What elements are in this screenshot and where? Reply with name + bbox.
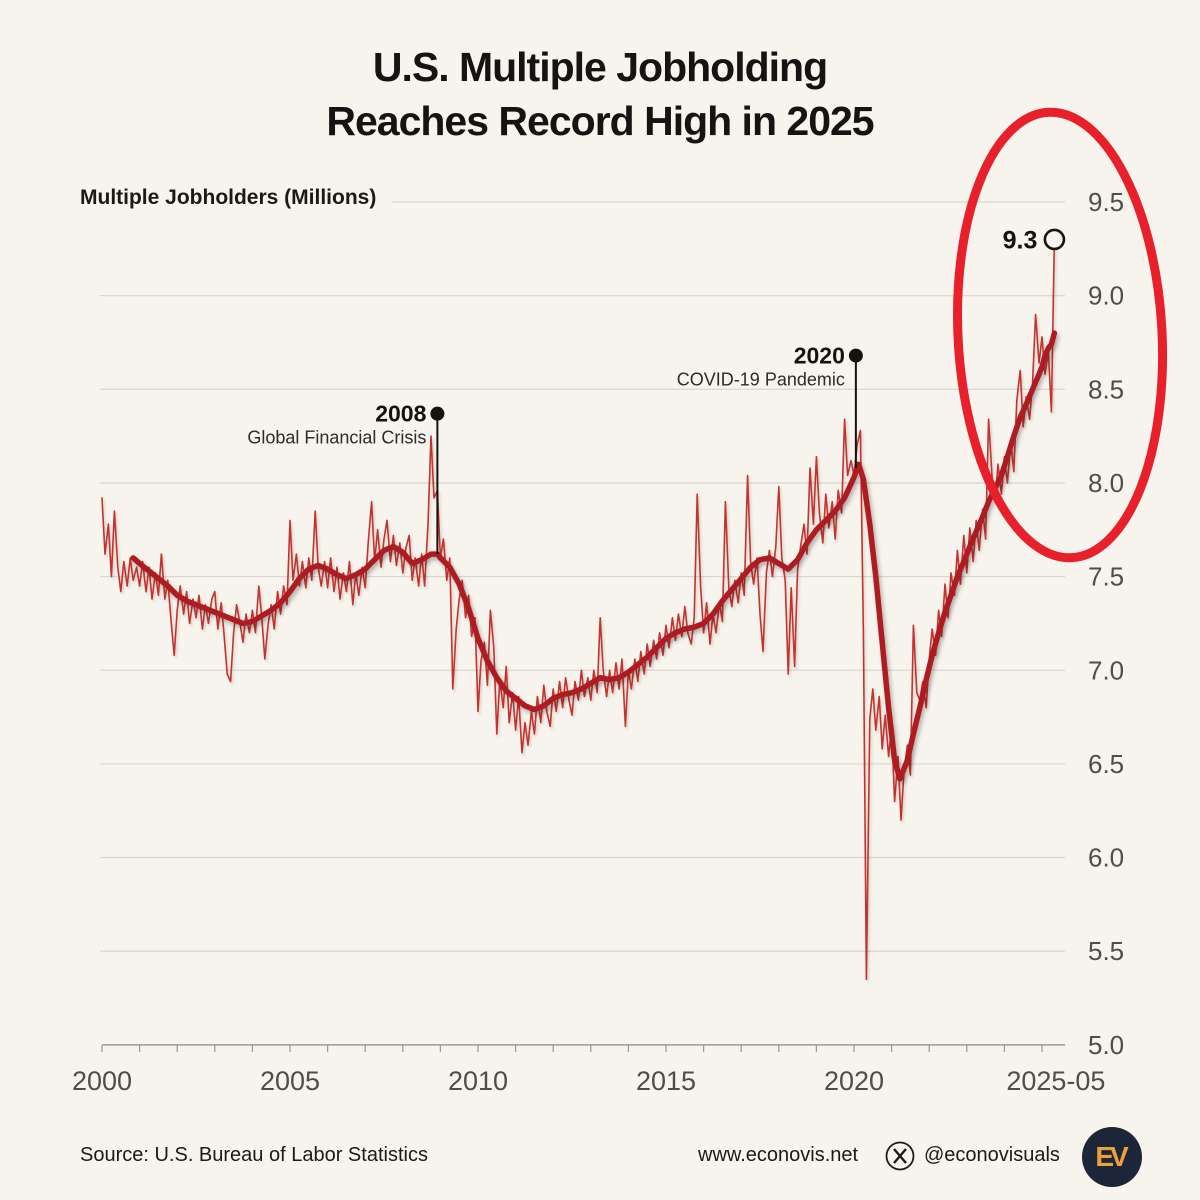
- x-tick-label: 2010: [448, 1066, 508, 1096]
- y-tick-label: 9.5: [1088, 187, 1124, 217]
- annotation-year-label: 2008: [375, 401, 426, 427]
- x-tick-label: 2020: [824, 1066, 884, 1096]
- y-tick-label: 7.0: [1088, 655, 1124, 685]
- y-tick-label: 8.5: [1088, 374, 1124, 404]
- monthly-series-path: [101, 238, 1056, 981]
- annotation-text-label: COVID-19 Pandemic: [677, 370, 845, 390]
- x-tick-label: 2015: [636, 1066, 696, 1096]
- source-credit: Source: U.S. Bureau of Labor Statistics: [80, 1144, 428, 1166]
- record-high-marker: [1043, 228, 1066, 251]
- annotation-dot: [848, 348, 863, 363]
- x-tick-label: 2025-05: [1006, 1066, 1105, 1096]
- y-tick-label: 6.5: [1088, 749, 1124, 779]
- econovis-logo: EV: [1082, 1127, 1142, 1187]
- website-link: www.econovis.net: [698, 1144, 859, 1166]
- highlight-ellipse: [953, 107, 1168, 563]
- chart-title: U.S. Multiple Jobholding Reaches Record …: [0, 40, 1200, 148]
- econovis-logo-text: EV: [1095, 1141, 1128, 1172]
- chart-title-line1: U.S. Multiple Jobholding: [372, 44, 828, 90]
- y-tick-label: 7.5: [1088, 562, 1124, 592]
- chart-title-line2: Reaches Record High in 2025: [326, 98, 874, 145]
- trend-series-path: [130, 330, 1058, 782]
- x-tick-label: 2005: [260, 1066, 320, 1096]
- y-tick-label: 5.5: [1088, 936, 1124, 966]
- social-handle: @econovisuals: [924, 1144, 1060, 1166]
- annotation-dot: [430, 406, 445, 421]
- y-tick-label: 9.0: [1088, 281, 1124, 311]
- x-tick-label: 2000: [72, 1066, 132, 1096]
- y-tick-label: 8.0: [1088, 468, 1124, 498]
- y-tick-label: 5.0: [1088, 1030, 1124, 1060]
- annotation-year-label: 2020: [794, 343, 845, 369]
- x-social-icon: [885, 1141, 915, 1171]
- annotation-text-label: Global Financial Crisis: [247, 428, 426, 448]
- y-axis-title: Multiple Jobholders (Millions): [80, 186, 377, 209]
- record-high-value-label: 9.3: [1003, 226, 1038, 254]
- y-tick-label: 6.0: [1088, 843, 1124, 873]
